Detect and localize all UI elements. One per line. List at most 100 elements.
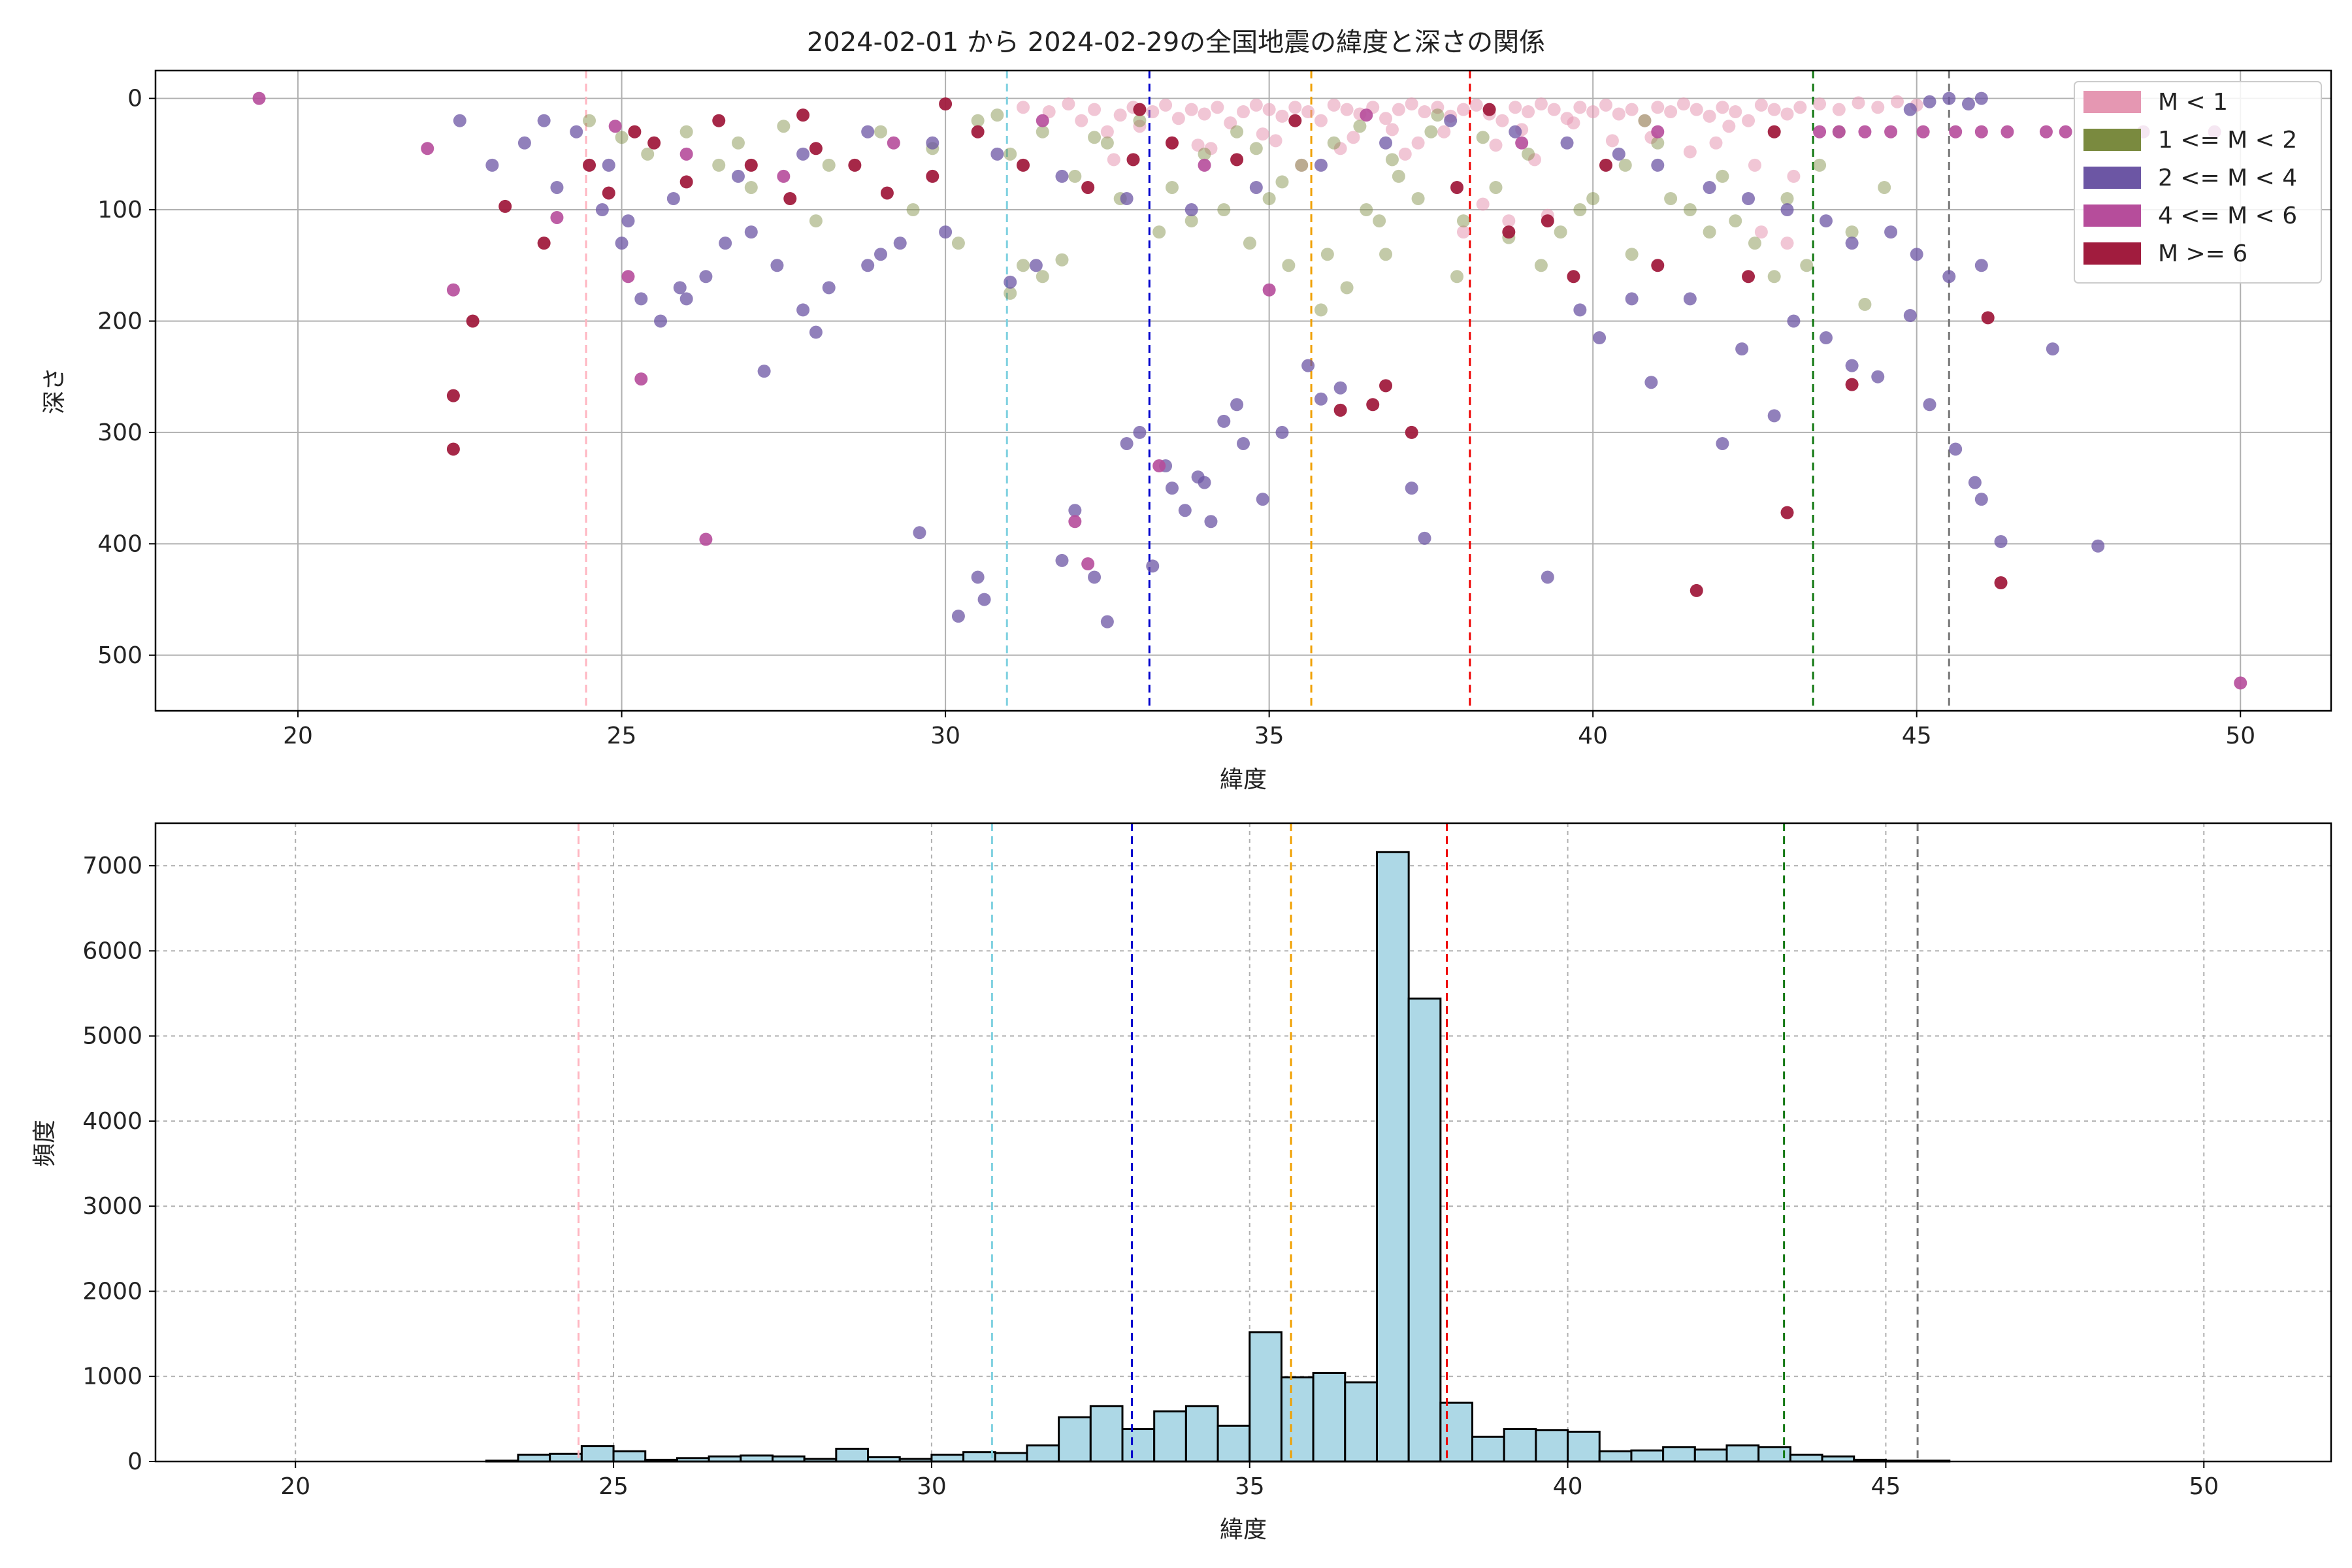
- scatter-point: [602, 186, 615, 200]
- scatter-point: [1184, 103, 1198, 116]
- scatter-point: [1100, 615, 1114, 629]
- scatter-point: [796, 108, 810, 122]
- scatter-point: [1275, 425, 1289, 439]
- scatter-point: [1062, 97, 1075, 111]
- scatter-point: [1767, 125, 1781, 139]
- scatter-point: [1165, 180, 1179, 194]
- scatter-point: [1004, 286, 1017, 300]
- histogram-bar: [1630, 1449, 1665, 1463]
- scatter-points: [252, 91, 2247, 690]
- scatter-point: [1353, 120, 1367, 133]
- scatter-point: [1903, 308, 1917, 322]
- scatter-point: [1974, 259, 1988, 272]
- histogram-bar: [740, 1454, 774, 1463]
- scatter-point: [1651, 158, 1665, 172]
- scatter-point: [1651, 125, 1665, 139]
- scatter-point: [1534, 97, 1548, 111]
- scatter-point: [1923, 95, 1936, 108]
- scatter-point: [1100, 125, 1114, 139]
- scatter-point: [1968, 476, 1982, 489]
- scatter-point: [1217, 203, 1231, 217]
- scatter-point: [1716, 101, 1729, 114]
- scatter-point: [1903, 103, 1917, 116]
- scatter-point: [1198, 107, 1211, 121]
- scatter-point: [1852, 96, 1865, 110]
- scatter-point: [1444, 114, 1458, 127]
- scatter-point: [1230, 125, 1244, 139]
- scatter-point: [1942, 91, 1956, 105]
- scatter-point: [1133, 120, 1147, 133]
- scatter-point: [446, 389, 460, 402]
- scatter-point: [1004, 147, 1017, 161]
- scatter-point: [1509, 125, 1522, 139]
- scatter-point: [1249, 98, 1263, 112]
- scatter-point: [1644, 376, 1658, 389]
- histogram-bar: [549, 1452, 583, 1463]
- scatter-point: [446, 442, 460, 456]
- scatter-point: [1482, 103, 1496, 116]
- scatter-point: [1036, 114, 1049, 127]
- scatter-series: [252, 91, 2247, 690]
- scatter-point: [1088, 131, 1102, 144]
- scatter-point: [1333, 381, 1347, 395]
- scatter-point: [848, 158, 862, 172]
- scatter-point: [971, 125, 985, 139]
- scatter-x-tick-label: 40: [1578, 723, 1608, 749]
- scatter-point: [1405, 97, 1418, 111]
- scatter-y-tick-label: 500: [97, 642, 142, 669]
- histogram-y-tick-label: 3000: [82, 1193, 142, 1220]
- scatter-point: [1405, 482, 1418, 495]
- scatter-point: [252, 91, 266, 105]
- scatter-point: [1573, 303, 1587, 317]
- scatter-point: [822, 158, 836, 172]
- scatter-point: [1690, 583, 1703, 597]
- scatter-point: [1360, 203, 1373, 217]
- histogram-bar: [1503, 1428, 1537, 1463]
- scatter-point: [1314, 303, 1328, 317]
- scatter-point: [1832, 103, 1846, 116]
- histogram-bar: [1535, 1429, 1569, 1463]
- scatter-point: [1392, 103, 1405, 116]
- scatter-point: [893, 237, 907, 250]
- scatter-point: [1217, 414, 1231, 428]
- scatter-point: [1509, 101, 1522, 114]
- scatter-point: [1198, 158, 1211, 172]
- scatter-point: [1120, 436, 1134, 450]
- scatter-point: [1780, 203, 1794, 217]
- scatter-point: [1088, 570, 1102, 584]
- scatter-point: [1340, 281, 1354, 295]
- histogram-x-axis-label: 緯度: [1220, 1516, 1267, 1543]
- scatter-point: [1288, 114, 1302, 127]
- scatter-point: [1262, 103, 1276, 116]
- scatter-point: [1819, 214, 1833, 228]
- scatter-point: [608, 120, 622, 133]
- scatter-point: [809, 214, 823, 228]
- scatter-point: [874, 248, 887, 261]
- scatter-y-axis-label: 深さ: [41, 367, 68, 414]
- scatter-point: [1703, 225, 1716, 239]
- scatter-point: [1055, 253, 1069, 267]
- scatter-point: [1748, 158, 1761, 172]
- scatter-point: [1735, 342, 1749, 356]
- scatter-point: [1165, 482, 1179, 495]
- scatter-point: [1017, 259, 1030, 272]
- scatter-point: [2001, 125, 2014, 139]
- scatter-point: [421, 142, 434, 155]
- scatter-point: [1819, 331, 1833, 345]
- scatter-point: [1527, 153, 1541, 167]
- histogram-y-tick-label: 0: [127, 1448, 142, 1475]
- scatter-point: [1716, 169, 1729, 183]
- histogram-x-tick-label: 40: [1553, 1473, 1583, 1500]
- scatter-y-tick-label: 400: [97, 531, 142, 557]
- scatter-point: [1081, 557, 1095, 571]
- histogram-bar: [1058, 1416, 1092, 1463]
- scatter-plot-background: [155, 71, 2331, 711]
- scatter-point: [926, 136, 939, 150]
- scatter-point: [1036, 270, 1049, 284]
- scatter-point: [1638, 114, 1652, 127]
- scatter-point: [1275, 109, 1289, 123]
- scatter-point: [537, 114, 551, 127]
- histogram-x-tick-label: 45: [1871, 1473, 1901, 1500]
- scatter-point: [466, 314, 480, 328]
- scatter-point: [1858, 125, 1872, 139]
